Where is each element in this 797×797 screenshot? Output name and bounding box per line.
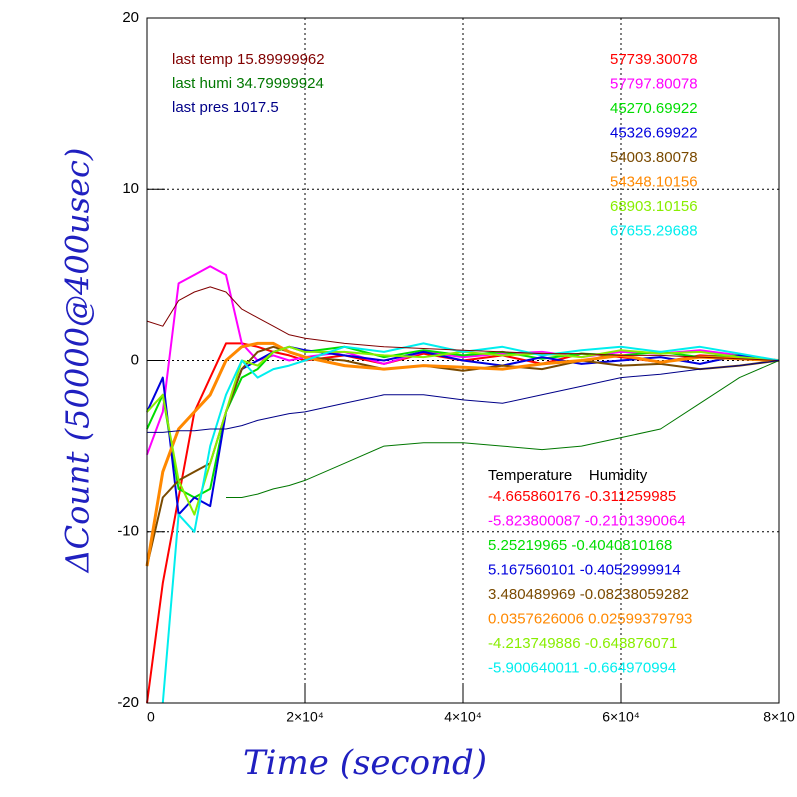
series-line xyxy=(147,360,780,433)
table-row: 5.25219965 -0.4040810168 xyxy=(488,537,672,554)
y-tick-label: 20 xyxy=(122,9,139,26)
table-row: 0.0357626006 0.02599379793 xyxy=(488,610,692,627)
series-line xyxy=(146,345,780,567)
x-tick-label: 0 xyxy=(147,709,155,725)
table-row: -4.665860176 -0.311259985 xyxy=(488,488,676,505)
series-line xyxy=(146,286,780,361)
x-tick-label: 2×10⁴ xyxy=(286,709,324,725)
annotation: 45326.69922 xyxy=(610,124,698,141)
series-line xyxy=(161,342,780,704)
series-line xyxy=(146,345,780,516)
table-row: -4.213749886 -0.648876071 xyxy=(488,635,677,652)
annotation: 68903.10156 xyxy=(610,198,698,215)
annotation: 57739.30078 xyxy=(610,51,698,68)
annotation: 54348.10156 xyxy=(610,173,698,190)
annotation: 45270.69922 xyxy=(610,100,698,117)
table-row: 5.167560101 -0.4052999914 xyxy=(488,561,681,578)
annotation: 67655.29688 xyxy=(610,222,698,239)
table-header: Temperature Humidity xyxy=(488,467,648,484)
series-line xyxy=(226,360,780,498)
table-row: -5.823800087 -0.2101390064 xyxy=(488,512,686,529)
x-tick-label: 4×10⁴ xyxy=(444,709,482,725)
annotation: 57797.80078 xyxy=(610,75,698,92)
y-tick-label: 0 xyxy=(131,351,139,368)
series-line xyxy=(145,341,780,567)
y-tick-label: 10 xyxy=(122,180,139,197)
y-tick-label: -20 xyxy=(117,694,139,711)
annotation: 54003.80078 xyxy=(610,149,698,166)
y-tick-label: -10 xyxy=(117,523,139,540)
annotation: last humi 34.79999924 xyxy=(172,75,324,92)
x-axis-label: Time (second) xyxy=(243,743,487,783)
annotation: last pres 1017.5 xyxy=(172,99,279,116)
plot-frame xyxy=(146,17,780,704)
table-row: 3.480489969 -0.08238059282 xyxy=(488,586,689,603)
y-axis-label: ΔCount (50000@400usec) xyxy=(59,148,97,575)
x-tick-label: 6×10⁴ xyxy=(602,709,640,725)
annotation: last temp 15.89999962 xyxy=(172,51,325,68)
x-tick-label: 8×10 xyxy=(763,709,795,725)
table-row: -5.900640011 -0.664970994 xyxy=(488,659,676,676)
series-line xyxy=(146,345,780,516)
